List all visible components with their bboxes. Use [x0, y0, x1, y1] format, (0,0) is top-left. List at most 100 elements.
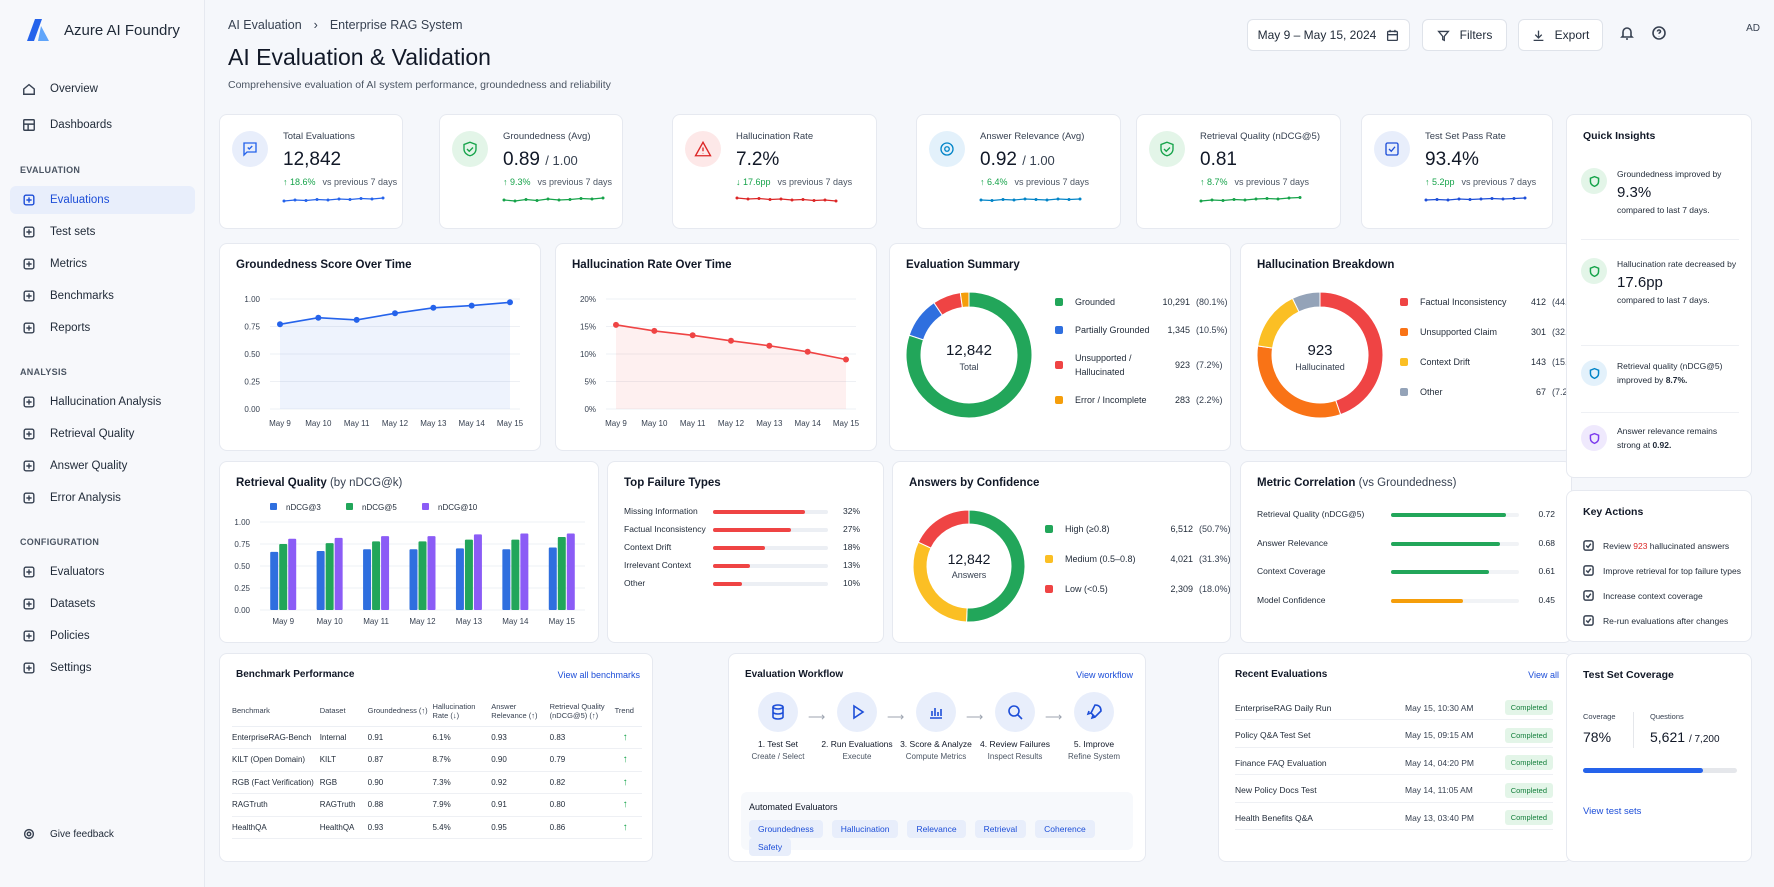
filters-button[interactable]: Filters — [1422, 19, 1507, 51]
confidence-donut — [912, 509, 1026, 623]
legend-swatch — [1045, 585, 1053, 594]
sidebar-item-datasets[interactable]: Datasets — [10, 590, 195, 618]
sidebar-item-policies[interactable]: Policies — [10, 622, 195, 650]
table-row[interactable]: HealthQA HealthQA 0.93 5.4% 0.95 0.86 ↑ — [232, 816, 642, 839]
donut-center-label: Total — [959, 362, 979, 372]
insight-value: 9.3% — [1617, 183, 1652, 201]
view-workflow-link[interactable]: View workflow — [1076, 670, 1133, 680]
correlation-label: Model Confidence — [1257, 594, 1326, 605]
donut-slice — [917, 509, 970, 549]
list-item[interactable]: New Policy Docs Test May 14, 11:05 AM Comp… — [1235, 779, 1553, 803]
sparkline-point — [823, 198, 827, 202]
workflow-step[interactable]: 4. Review Failures Inspect Results — [970, 692, 1060, 761]
key-action-item[interactable]: Re-run evaluations after changes — [1583, 615, 1728, 626]
database-icon — [772, 704, 784, 720]
checkbox-icon — [1583, 590, 1594, 601]
sidebar-item-test-sets[interactable]: Test sets — [10, 218, 195, 246]
sidebar-item-overview[interactable]: Overview — [10, 75, 195, 103]
date-range-picker[interactable]: May 9 – May 15, 2024 — [1247, 19, 1410, 51]
sidebar-item-reports[interactable]: Reports — [10, 314, 195, 342]
correlation-label: Retrieval Quality (nDCG@5) — [1257, 509, 1365, 519]
app-logo[interactable]: Azure AI Foundry — [26, 18, 180, 42]
table-header[interactable]: Hallucination Rate (↓) — [432, 696, 492, 727]
table-header[interactable]: Benchmark — [232, 696, 320, 727]
table-header[interactable]: Retrieval Quality (nDCG@5) (↑) — [549, 696, 615, 727]
workflow-step[interactable]: 2. Run Evaluations Execute — [812, 692, 902, 761]
avatar[interactable]: AD — [1746, 23, 1760, 34]
evaluator-chip[interactable]: Hallucination — [831, 820, 899, 838]
view-test-sets-link[interactable]: View test sets — [1583, 806, 1642, 817]
workflow-step[interactable]: 1. Test Set Create / Select — [733, 692, 823, 761]
table-header[interactable]: Groundedness (↑) — [367, 696, 433, 727]
failure-row: Context Drift — [624, 542, 708, 552]
sidebar-item-settings[interactable]: Settings — [10, 654, 195, 682]
workflow-card: Evaluation Workflow View workflow 1. Tes… — [728, 653, 1146, 862]
sparkline-point — [1210, 198, 1214, 202]
kpi-card[interactable]: Test Set Pass Rate 93.4% ↑ 5.2pp vs previ… — [1361, 114, 1553, 229]
kpi-card[interactable]: Retrieval Quality (nDCG@5) 0.81 ↑ 8.7% vs… — [1136, 114, 1341, 229]
view-all-benchmarks-link[interactable]: View all benchmarks — [557, 670, 640, 680]
list-item[interactable]: Finance FAQ Evaluation May 14, 04:20 PM Co… — [1235, 751, 1553, 775]
sidebar-item-dashboards[interactable]: Dashboards — [10, 111, 195, 139]
help-button[interactable] — [1651, 25, 1669, 43]
workflow-step[interactable]: 5. Improve Refine System — [1049, 692, 1139, 761]
workflow-step[interactable]: 3. Score & Analyze Compute Metrics — [891, 692, 981, 761]
list-item[interactable]: EnterpriseRAG Daily Run May 15, 10:30 AM C… — [1235, 696, 1553, 720]
breadcrumb-system[interactable]: Enterprise RAG System — [329, 18, 463, 32]
breadcrumb-evaluation[interactable]: AI Evaluation — [228, 18, 302, 32]
table-header[interactable]: Answer Relevance (↑) — [491, 696, 550, 727]
kpi-card[interactable]: Total Evaluations 12,842 ↑ 18.6% vs previ… — [219, 114, 403, 229]
evaluator-chip[interactable]: Groundedness — [749, 820, 823, 838]
sidebar-item-evaluators[interactable]: Evaluators — [10, 558, 195, 586]
sidebar-item-error-analysis[interactable]: Error Analysis — [10, 484, 195, 512]
sparkline-point — [1034, 198, 1038, 201]
nav-section-title: CONFIGURATION — [20, 537, 100, 547]
table-row[interactable]: KILT (Open Domain) KILT 0.87 8.7% 0.90 0.79 ↑ — [232, 748, 642, 772]
metric-correlation-card: Metric Correlation (vs Groundedness) Ret… — [1240, 461, 1572, 643]
evaluator-chip[interactable]: Retrieval — [974, 820, 1027, 838]
key-action-item[interactable]: Increase context coverage — [1583, 590, 1703, 601]
correlation-bar-track — [1391, 570, 1519, 574]
recent-evaluations-card: Recent Evaluations View all EnterpriseRA… — [1218, 653, 1572, 862]
sidebar-item-answer-quality[interactable]: Answer Quality — [10, 452, 195, 480]
export-button[interactable]: Export — [1518, 19, 1603, 51]
table-row[interactable]: EnterpriseRAG-Bench Internal 0.91 6.1% 0.93 0… — [232, 726, 642, 749]
workflow-step-subtitle: Execute — [842, 752, 872, 761]
nav-section-title: EVALUATION — [20, 165, 81, 175]
sparkline-point — [359, 197, 363, 200]
kpi-card[interactable]: Groundedness (Avg) 0.89 / 1.00 ↑ 9.3% vs … — [439, 114, 623, 229]
table-row[interactable]: RAGTruth RAGTruth 0.88 7.9% 0.91 0.80 ↑ — [232, 793, 642, 817]
sidebar-item-label: Benchmarks — [50, 290, 114, 302]
list-item[interactable]: Health Benefits Q&A May 13, 03:40 PM Compl… — [1235, 806, 1553, 830]
bar — [548, 547, 557, 610]
key-action-item[interactable]: Improve retrieval for top failure types — [1583, 565, 1741, 576]
evaluator-chip[interactable]: Relevance — [907, 820, 966, 838]
x-tick-label: May 9 — [269, 419, 291, 428]
table-row[interactable]: RGB (Fact Verification) RGB 0.90 7.3% 0.92 0.… — [232, 771, 642, 794]
sparkline-point — [1221, 199, 1225, 202]
give-feedback-link[interactable]: Give feedback — [10, 820, 195, 848]
kpi-card[interactable]: Answer Relevance (Avg) 0.92 / 1.00 ↑ 6.4… — [916, 114, 1121, 229]
evaluator-chip[interactable]: Safety — [749, 838, 792, 856]
list-item[interactable]: Policy Q&A Test Set May 15, 09:15 AM Compl… — [1235, 724, 1553, 748]
notifications-button[interactable] — [1619, 25, 1637, 43]
table-header[interactable]: Dataset — [319, 696, 368, 727]
legend-label: nDCG@3 — [286, 503, 321, 512]
key-action-item[interactable]: Review 923 hallucinated answers — [1583, 540, 1729, 551]
legend-label: Partially Grounded — [1075, 325, 1150, 335]
view-all-recent-link[interactable]: View all — [1528, 670, 1559, 680]
data-point — [728, 337, 734, 344]
kpi-sparkline — [282, 196, 385, 203]
table-header[interactable]: Trend — [614, 696, 642, 727]
sidebar-item-hallucination-analysis[interactable]: Hallucination Analysis — [10, 388, 195, 416]
evaluator-chip[interactable]: Coherence — [1035, 820, 1095, 838]
sidebar-item-retrieval-quality[interactable]: Retrieval Quality — [10, 420, 195, 448]
kpi-card[interactable]: Hallucination Rate 7.2% ↓ 17.6pp vs previ… — [672, 114, 877, 229]
x-tick-label: May 14 — [502, 617, 529, 626]
x-tick-label: May 13 — [420, 419, 447, 428]
sidebar-item-benchmarks[interactable]: Benchmarks — [10, 282, 195, 310]
sidebar-item-metrics[interactable]: Metrics — [10, 250, 195, 278]
legend-pct: (31.3%) — [1199, 554, 1231, 565]
correlation-value: 0.68 — [1538, 537, 1555, 548]
sidebar-item-evaluations[interactable]: Evaluations — [10, 186, 195, 214]
